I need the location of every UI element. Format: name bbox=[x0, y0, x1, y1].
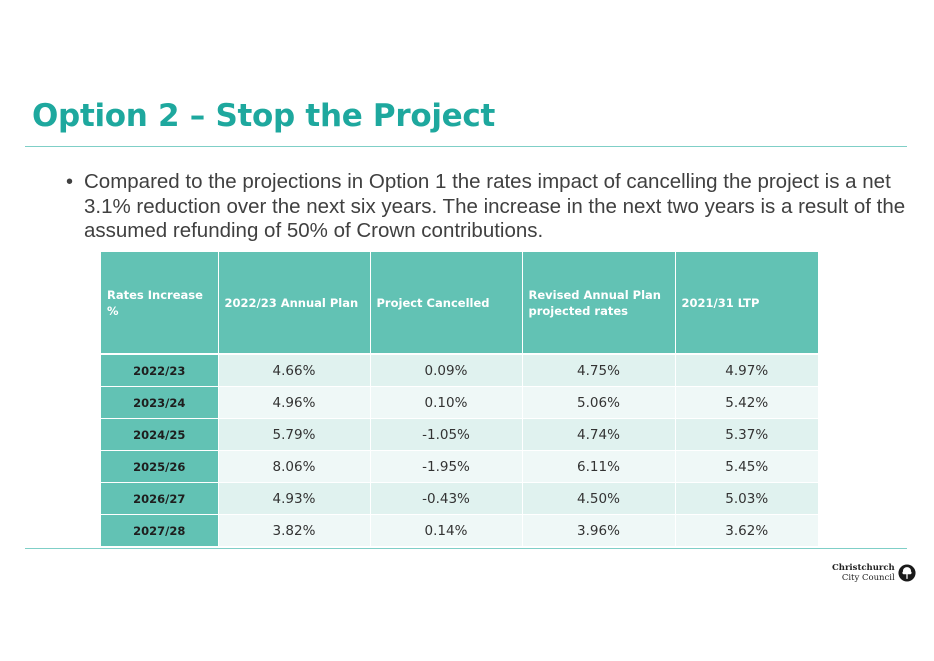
table-row: 2022/23 4.66% 0.09% 4.75% 4.97% bbox=[101, 354, 818, 387]
cell-annual-plan: 4.96% bbox=[218, 386, 371, 419]
cell-annual-plan: 4.66% bbox=[218, 354, 371, 387]
cell-project-cancelled: -0.43% bbox=[370, 482, 523, 515]
row-year: 2027/28 bbox=[101, 514, 219, 547]
logo-line-2: City Council bbox=[841, 573, 895, 583]
cell-ltp: 5.03% bbox=[675, 482, 818, 515]
rates-table: Rates Increase % 2022/23 Annual Plan Pro… bbox=[101, 252, 818, 547]
cell-annual-plan: 5.79% bbox=[218, 418, 371, 451]
table-row: 2026/27 4.93% -0.43% 4.50% 5.03% bbox=[101, 482, 818, 515]
table-row: 2023/24 4.96% 0.10% 5.06% 5.42% bbox=[101, 386, 818, 419]
header-project-cancelled: Project Cancelled bbox=[370, 252, 523, 355]
row-year: 2023/24 bbox=[101, 386, 219, 419]
cell-project-cancelled: -1.95% bbox=[370, 450, 523, 483]
cell-ltp: 5.42% bbox=[675, 386, 818, 419]
table-header-row: Rates Increase % 2022/23 Annual Plan Pro… bbox=[101, 252, 818, 355]
row-year: 2024/25 bbox=[101, 418, 219, 451]
row-year: 2025/26 bbox=[101, 450, 219, 483]
table-row: 2024/25 5.79% -1.05% 4.74% 5.37% bbox=[101, 418, 818, 451]
row-year: 2026/27 bbox=[101, 482, 219, 515]
cell-revised: 4.74% bbox=[522, 418, 676, 451]
bullet-point: • Compared to the projections in Option … bbox=[66, 170, 908, 244]
cell-project-cancelled: -1.05% bbox=[370, 418, 523, 451]
logo-wordmark: Christchurch City Council bbox=[832, 563, 895, 583]
table-row: 2025/26 8.06% -1.95% 6.11% 5.45% bbox=[101, 450, 818, 483]
cell-ltp: 5.45% bbox=[675, 450, 818, 483]
council-logo: Christchurch City Council bbox=[832, 563, 916, 583]
table-row: 2027/28 3.82% 0.14% 3.96% 3.62% bbox=[101, 514, 818, 547]
header-ltp: 2021/31 LTP bbox=[675, 252, 818, 355]
header-rates-increase: Rates Increase % bbox=[101, 252, 219, 355]
cell-annual-plan: 8.06% bbox=[218, 450, 371, 483]
cell-revised: 5.06% bbox=[522, 386, 676, 419]
title-divider bbox=[25, 146, 907, 147]
cell-ltp: 5.37% bbox=[675, 418, 818, 451]
cell-revised: 6.11% bbox=[522, 450, 676, 483]
row-year: 2022/23 bbox=[101, 354, 219, 387]
bullet-text: Compared to the projections in Option 1 … bbox=[84, 170, 906, 242]
logo-line-1: Christchurch bbox=[832, 563, 895, 573]
cell-ltp: 4.97% bbox=[675, 354, 818, 387]
cell-project-cancelled: 0.09% bbox=[370, 354, 523, 387]
header-revised-annual-plan: Revised Annual Plan projected rates bbox=[522, 252, 676, 355]
footer-divider bbox=[25, 548, 907, 549]
header-annual-plan: 2022/23 Annual Plan bbox=[218, 252, 371, 355]
bullet-marker: • bbox=[66, 171, 74, 193]
tree-circle-icon bbox=[898, 564, 916, 582]
cell-project-cancelled: 0.14% bbox=[370, 514, 523, 547]
cell-annual-plan: 3.82% bbox=[218, 514, 371, 547]
cell-annual-plan: 4.93% bbox=[218, 482, 371, 515]
slide-title: Option 2 – Stop the Project bbox=[32, 98, 495, 134]
cell-revised: 4.50% bbox=[522, 482, 676, 515]
cell-revised: 3.96% bbox=[522, 514, 676, 547]
cell-project-cancelled: 0.10% bbox=[370, 386, 523, 419]
cell-ltp: 3.62% bbox=[675, 514, 818, 547]
cell-revised: 4.75% bbox=[522, 354, 676, 387]
